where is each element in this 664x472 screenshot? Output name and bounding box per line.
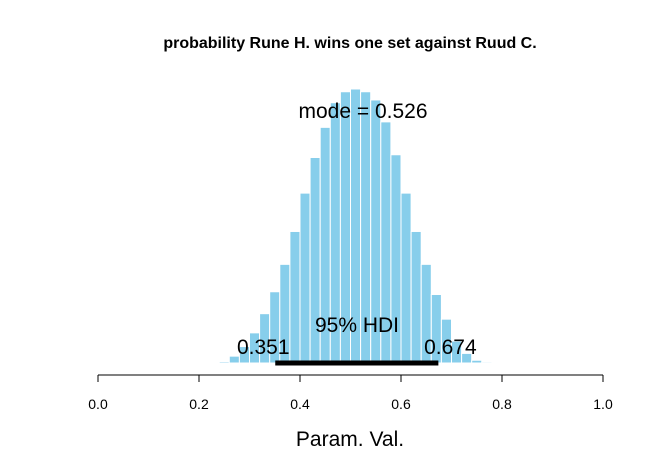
- mode-label: mode = 0.526: [298, 100, 427, 123]
- histogram-bar: [299, 192, 311, 364]
- hdi-label: 95% HDI: [315, 314, 399, 337]
- hdi-low-label: 0.351: [237, 336, 290, 359]
- histogram-bar: [289, 230, 301, 364]
- histogram-bar: [481, 361, 493, 364]
- x-tick-label: 0.8: [492, 396, 512, 412]
- chart-title: probability Rune H. wins one set against…: [163, 35, 536, 52]
- histogram-bar: [400, 192, 412, 364]
- hdi-high-label: 0.674: [424, 336, 477, 359]
- x-tick-label: 0.4: [290, 396, 310, 412]
- x-tick-label: 0.0: [88, 396, 108, 412]
- x-axis-label: Param. Val.: [296, 428, 404, 451]
- x-tick-label: 0.6: [391, 396, 411, 412]
- histogram-bar: [410, 230, 422, 364]
- histogram-bar: [218, 361, 230, 364]
- x-tick-label: 1.0: [593, 396, 613, 412]
- histogram-bar: [461, 352, 473, 364]
- histogram-bars: [218, 88, 493, 364]
- x-tick-label: 0.2: [189, 396, 209, 412]
- histogram-bar: [471, 359, 483, 364]
- x-axis: 0.0 0.2 0.4 0.6 0.8 1.0: [88, 374, 613, 412]
- histogram-bar: [451, 340, 463, 364]
